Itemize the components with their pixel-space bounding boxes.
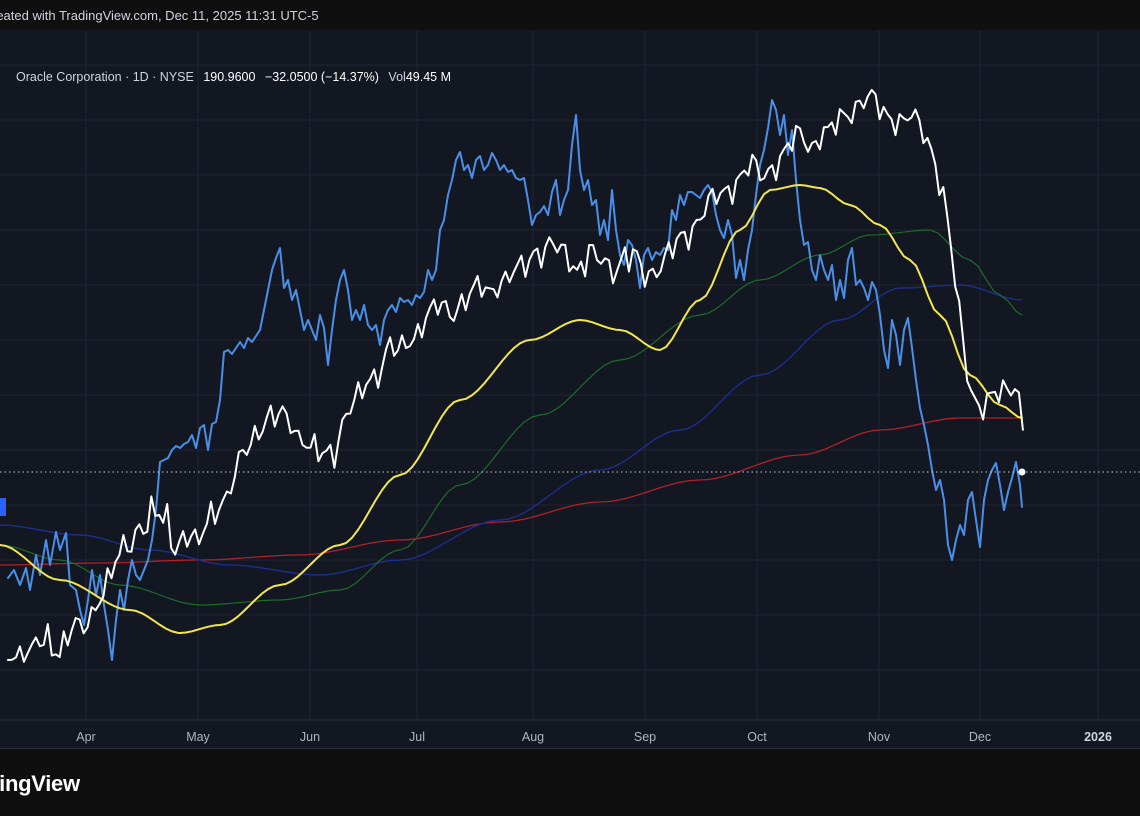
symbol-name: Oracle Corporation · 1D · NYSE <box>16 70 194 84</box>
last-price: 190.9600 <box>203 70 256 84</box>
x-tick-jun: Jun <box>300 730 320 744</box>
x-tick-dec: Dec <box>969 730 991 744</box>
x-tick-jul: Jul <box>409 730 425 744</box>
x-tick-aug: Aug <box>522 730 544 744</box>
footer-bar: dingView <box>0 748 1140 816</box>
symbol-legend: Oracle Corporation · 1D · NYSE 190.9600 … <box>16 70 457 84</box>
x-tick-sep: Sep <box>634 730 656 744</box>
series-layer <box>0 88 1140 663</box>
price-scale-marker <box>0 498 6 516</box>
x-tick-apr: Apr <box>76 730 95 744</box>
ma-150-line <box>0 284 1023 576</box>
price-chart[interactable]: Apr May Jun Jul Aug Sep Oct Nov Dec 2026 <box>0 30 1140 748</box>
oracle-price-line <box>7 88 1024 663</box>
volume-label: Vol <box>388 70 406 84</box>
comparison-line <box>7 99 1023 661</box>
ma-200-line <box>0 417 1023 566</box>
x-axis: Apr May Jun Jul Aug Sep Oct Nov Dec 2026 <box>76 730 1112 744</box>
price-change: −32.0500 (−14.37%) <box>264 70 379 84</box>
x-tick-may: May <box>186 730 210 744</box>
volume-value: 49.45 M <box>405 70 451 84</box>
chart-pane[interactable]: Apr May Jun Jul Aug Sep Oct Nov Dec 2026 Oracle C… <box>0 30 1140 748</box>
tradingview-wordmark: dingView <box>0 771 80 796</box>
x-tick-oct: Oct <box>747 730 767 744</box>
chart-created-header: reated with TradingView.com, Dec 11, 202… <box>0 0 1140 30</box>
ma-100-line <box>0 229 1023 606</box>
x-tick-nov: Nov <box>868 730 891 744</box>
last-price-dot <box>1018 468 1026 476</box>
ma-50-line <box>0 184 1023 634</box>
x-tick-2026: 2026 <box>1084 730 1112 744</box>
created-with-text: reated with TradingView.com, Dec 11, 202… <box>0 8 319 23</box>
